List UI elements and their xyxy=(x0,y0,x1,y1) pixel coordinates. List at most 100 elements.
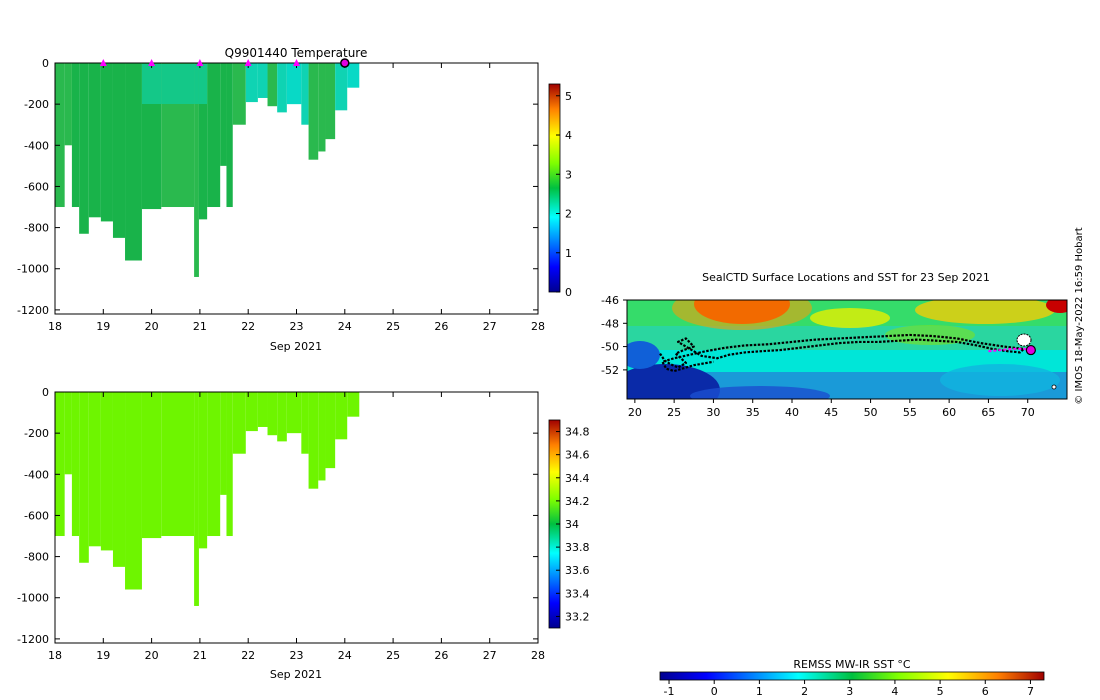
map-x-tick-label: 55 xyxy=(903,406,917,419)
profile-column xyxy=(55,63,65,208)
map-x-tick-label: 30 xyxy=(706,406,720,419)
sst-cold-south xyxy=(690,386,830,399)
x-tick-label: 23 xyxy=(290,320,304,333)
profile-column xyxy=(347,63,360,88)
x-tick-label: 23 xyxy=(290,649,304,662)
x-tick-label: 25 xyxy=(386,320,400,333)
profile-column xyxy=(301,392,309,454)
x-tick-label: 26 xyxy=(434,320,448,333)
sst-colorbar-ticks: -1 0 1 2 3 4 5 6 7 xyxy=(664,680,1034,698)
temperature-colorbar xyxy=(548,83,561,293)
profile-column xyxy=(257,63,268,98)
profile-column xyxy=(64,63,72,146)
colorbar-tick-label: 34.2 xyxy=(565,495,590,508)
x-tick-label: 22 xyxy=(241,649,255,662)
y-tick-label: 0 xyxy=(42,386,49,399)
temperature-plot: Q9901440 Temperature 18 19 20 21 22 23 24 25 26 2… xyxy=(17,46,572,353)
map-x-tick-label: 50 xyxy=(864,406,878,419)
sst-warm-core-east xyxy=(1046,300,1067,313)
profile-column xyxy=(301,63,309,125)
colorbar-tick-label: 2 xyxy=(565,208,572,221)
profile-column xyxy=(88,392,101,547)
sst-field xyxy=(627,300,1067,399)
y-tick-label: -600 xyxy=(24,180,49,193)
colorbar-tick-label: 34.8 xyxy=(565,426,590,439)
x-tick-label: 20 xyxy=(145,649,159,662)
profile-column xyxy=(125,63,142,261)
y-tick-label: 0 xyxy=(42,57,49,70)
colorbar-tick-label: 33.8 xyxy=(565,541,590,554)
profile-column xyxy=(64,392,72,475)
colorbar-tick-label: 34 xyxy=(565,518,579,531)
sst-map-frame xyxy=(626,299,1068,400)
x-tick-label: 27 xyxy=(483,320,497,333)
temperature-y-axis: 0 -200 -400 -600 -800 -1000 -1200 xyxy=(17,57,538,317)
y-tick-label: -200 xyxy=(24,427,49,440)
profile-column xyxy=(71,63,80,208)
profile-surface-layer xyxy=(141,64,162,104)
sst-colorbar-group: REMSS MW-IR SST °C -1 0 1 2 3 4 5 6 7 xyxy=(659,658,1045,698)
x-tick-label: 18 xyxy=(48,649,62,662)
sst-colorbar-tick-label: -1 xyxy=(664,685,675,698)
sst-colorbar-tick-label: 2 xyxy=(801,685,808,698)
y-tick-label: -200 xyxy=(24,98,49,111)
profile-column xyxy=(112,63,126,238)
profile-column xyxy=(125,392,142,590)
x-tick-label: 24 xyxy=(338,320,352,333)
profile-column xyxy=(286,392,302,434)
colorbar-tick-label: 5 xyxy=(565,90,572,103)
profile-column xyxy=(232,392,246,454)
x-tick-label: 18 xyxy=(48,320,62,333)
profile-column xyxy=(318,63,326,152)
profile-column xyxy=(194,392,199,606)
sst-colorbar-label: REMSS MW-IR SST °C xyxy=(793,658,911,671)
y-tick-label: -800 xyxy=(24,222,49,235)
x-tick-label: 22 xyxy=(241,320,255,333)
salinity-x-axis: 18 19 20 21 22 23 24 25 26 27 28 xyxy=(48,392,545,662)
y-tick-label: -1000 xyxy=(17,263,49,276)
profile-column xyxy=(245,63,258,103)
sst-colorbar-tick-label: 7 xyxy=(1027,685,1034,698)
sst-colorbar-tick-label: 3 xyxy=(846,685,853,698)
map-y-tick-label: -50 xyxy=(601,341,619,354)
y-tick-label: -1000 xyxy=(17,592,49,605)
profile-column xyxy=(220,392,227,495)
profile-column xyxy=(220,63,227,166)
colorbar-tick-label: 0 xyxy=(565,286,572,299)
sst-colorbar-tick-label: 0 xyxy=(711,685,718,698)
x-tick-label: 24 xyxy=(338,649,352,662)
profile-column xyxy=(88,63,101,218)
sst-map-title: SealCTD Surface Locations and SST for 23… xyxy=(702,271,990,284)
surface-marker xyxy=(293,59,300,66)
x-tick-label: 21 xyxy=(193,320,207,333)
copyright-note: © IMOS 18-May-2022 16:59 Hobart xyxy=(1074,227,1085,404)
x-tick-label: 28 xyxy=(531,320,545,333)
seal-track-line xyxy=(659,333,1025,373)
profile-column xyxy=(325,63,336,140)
map-x-tick-label: 65 xyxy=(981,406,995,419)
profile-column xyxy=(318,392,326,481)
profile-column xyxy=(194,63,199,277)
y-tick-label: -1200 xyxy=(17,304,49,317)
profile-column xyxy=(55,392,65,537)
profile-column xyxy=(198,63,208,220)
salinity-cells xyxy=(55,392,360,606)
profile-column xyxy=(71,392,80,537)
x-tick-label: 25 xyxy=(386,649,400,662)
sst-warm-ring-west xyxy=(672,300,812,330)
profile-column xyxy=(308,392,319,489)
map-y-tick-label: -46 xyxy=(601,294,619,307)
sst-cool-east xyxy=(940,364,1060,396)
y-tick-label: -800 xyxy=(24,551,49,564)
profile-column xyxy=(257,392,268,427)
profile-column xyxy=(308,63,319,160)
map-x-tick-label: 70 xyxy=(1021,406,1035,419)
surface-marker xyxy=(99,59,107,66)
profile-column xyxy=(232,63,246,125)
profile-column xyxy=(79,63,89,234)
profile-column xyxy=(207,63,221,208)
profile-column xyxy=(286,63,302,105)
x-tick-label: 28 xyxy=(531,649,545,662)
island-small xyxy=(1051,384,1057,390)
profile-column xyxy=(226,392,233,537)
